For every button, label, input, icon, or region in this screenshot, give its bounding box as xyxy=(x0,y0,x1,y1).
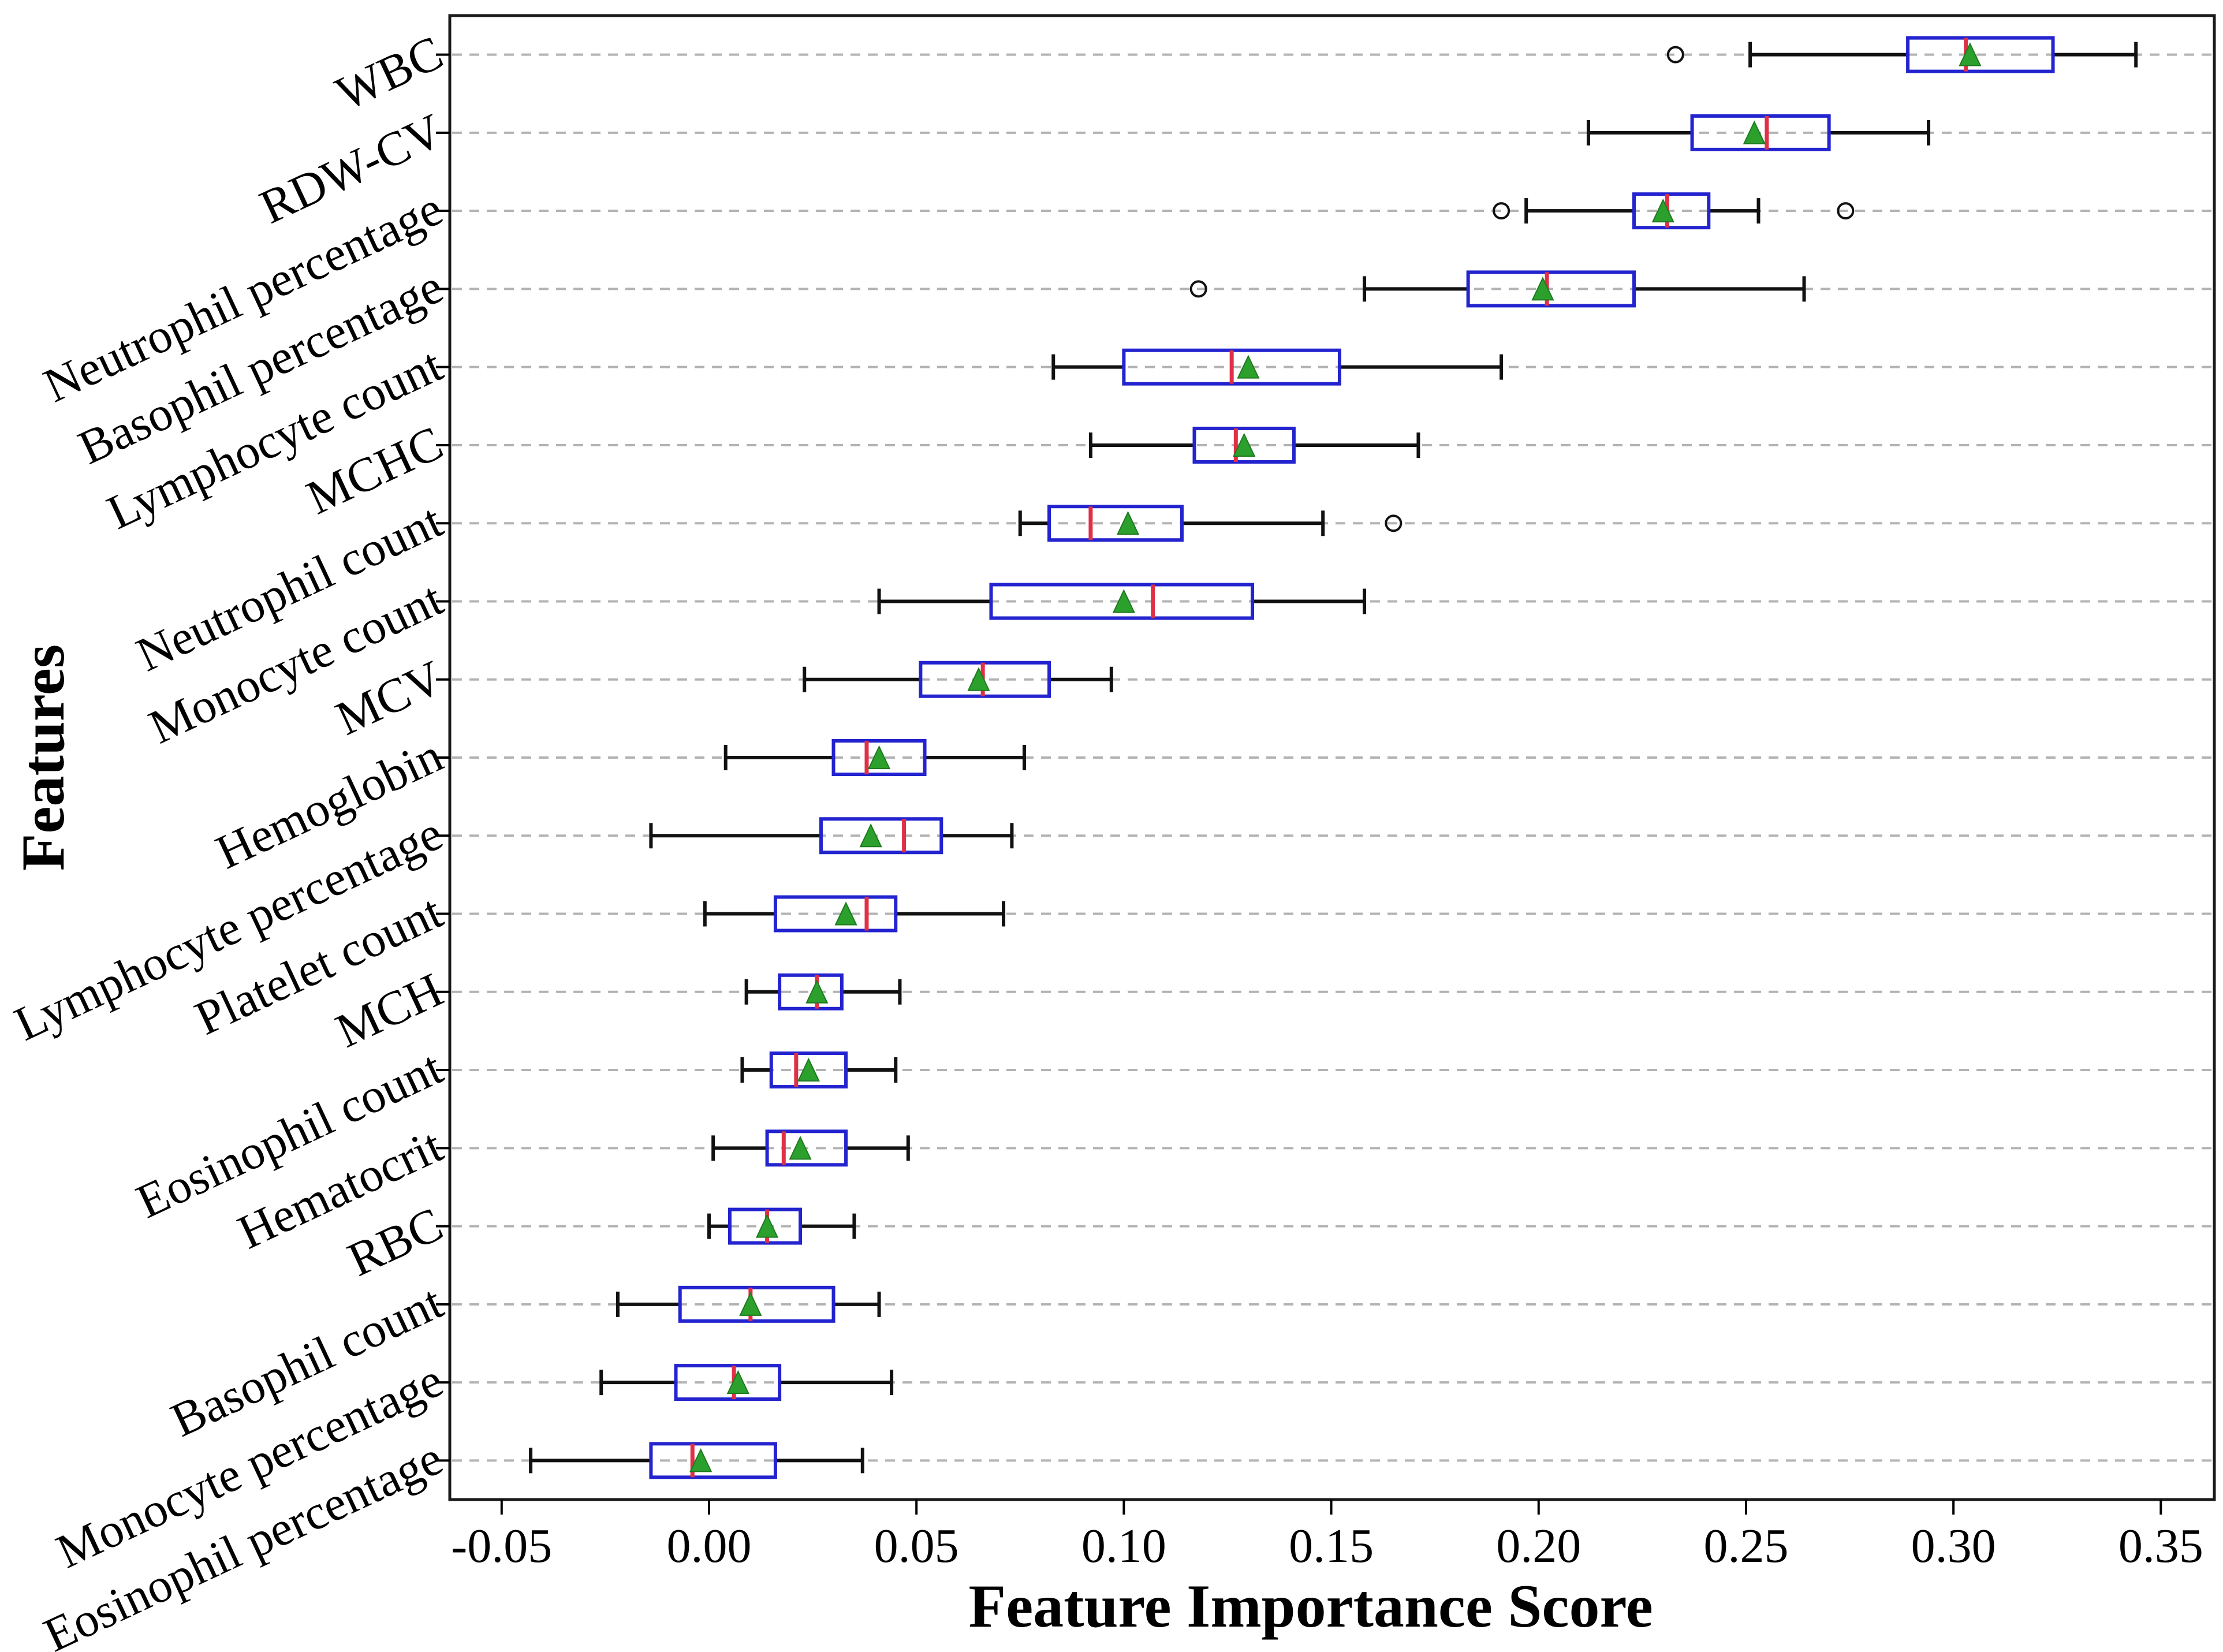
x-tick-label: 0.35 xyxy=(2118,1519,2203,1573)
outlier-point xyxy=(1189,280,1207,298)
iqr-box xyxy=(1047,505,1184,542)
x-tick-label: 0.25 xyxy=(1703,1519,1789,1573)
iqr-box xyxy=(778,973,844,1010)
mean-marker xyxy=(797,1057,820,1082)
x-axis-title: Feature Importance Score xyxy=(968,1572,1653,1640)
mean-marker xyxy=(967,667,990,691)
iqr-box xyxy=(773,895,898,933)
mean-marker xyxy=(1112,589,1135,613)
x-tick-label: -0.05 xyxy=(451,1519,553,1573)
iqr-box xyxy=(989,583,1255,620)
mean-marker xyxy=(789,1135,812,1160)
x-tick-label: 0.00 xyxy=(666,1519,752,1573)
iqr-box xyxy=(819,817,943,855)
mean-marker xyxy=(867,745,891,769)
x-tick-label: 0.10 xyxy=(1081,1519,1166,1573)
x-tick-label: 0.30 xyxy=(1911,1519,1996,1573)
mean-marker xyxy=(1237,355,1260,379)
mean-marker xyxy=(739,1292,762,1316)
x-tick-label: 0.15 xyxy=(1289,1519,1374,1573)
iqr-box xyxy=(831,739,927,776)
iqr-box xyxy=(649,1442,777,1479)
outlier-point xyxy=(1493,202,1510,220)
outlier-point xyxy=(1666,46,1684,64)
iqr-box xyxy=(674,1364,782,1401)
mean-marker xyxy=(1743,120,1766,144)
iqr-box xyxy=(728,1207,803,1245)
iqr-box xyxy=(1632,192,1711,230)
mean-marker xyxy=(755,1214,779,1238)
mean-marker xyxy=(1116,510,1140,535)
x-tick-label: 0.20 xyxy=(1496,1519,1582,1573)
iqr-box xyxy=(919,661,1051,698)
iqr-box xyxy=(1906,36,2055,73)
iqr-box xyxy=(678,1285,836,1323)
iqr-box xyxy=(765,1129,848,1167)
mean-marker xyxy=(1651,198,1674,223)
iqr-box xyxy=(1192,426,1296,464)
outlier-point xyxy=(1385,514,1403,532)
iqr-box xyxy=(1690,114,1831,151)
y-axis-title: Features xyxy=(9,644,77,871)
mean-marker xyxy=(834,901,857,926)
mean-marker xyxy=(726,1370,749,1394)
x-tick-label: 0.05 xyxy=(874,1519,959,1573)
mean-marker xyxy=(689,1448,713,1472)
mean-marker xyxy=(805,979,829,1004)
iqr-box xyxy=(1466,270,1636,308)
iqr-box xyxy=(769,1051,848,1089)
mean-marker xyxy=(1531,277,1554,301)
mean-marker xyxy=(1233,432,1256,457)
outlier-point xyxy=(1837,202,1855,220)
mean-marker xyxy=(1959,42,1982,66)
mean-marker xyxy=(859,823,882,848)
